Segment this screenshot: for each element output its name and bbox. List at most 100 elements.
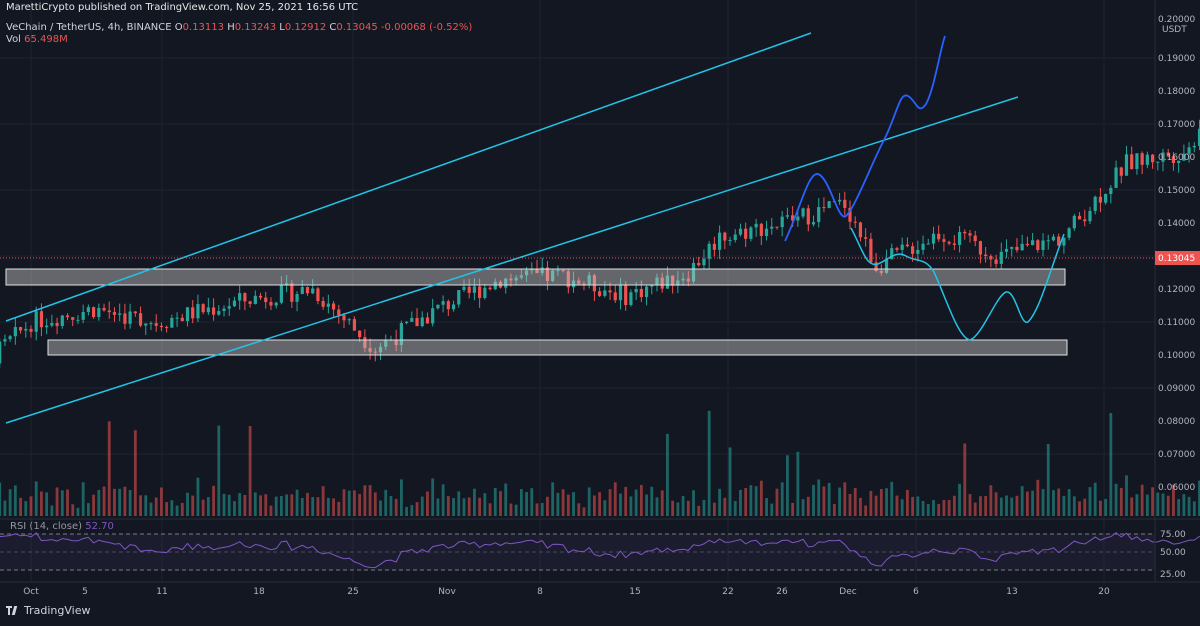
candle-body <box>592 275 596 292</box>
time-label: 26 <box>776 587 788 597</box>
tradingview-footer[interactable]: TradingView <box>6 604 90 617</box>
volume-bar <box>712 502 716 516</box>
volume-bar <box>832 504 836 516</box>
channel-upper-line[interactable] <box>5 32 812 322</box>
candle-body <box>123 313 127 324</box>
volume-bar <box>186 492 189 516</box>
volume-bar <box>921 500 925 516</box>
symbol-name[interactable]: VeChain / TetherUS, 4h, BINANCE <box>6 22 172 33</box>
volume-bar <box>827 482 831 516</box>
close-value: 0.13045 <box>336 22 378 33</box>
projection-bearish-path[interactable] <box>850 227 1065 341</box>
candle-body <box>191 307 195 319</box>
candle-body <box>650 285 654 287</box>
volume-bar <box>259 495 262 516</box>
volume-bar <box>233 501 236 516</box>
volume-bar <box>3 500 7 516</box>
candle-body <box>1004 248 1009 252</box>
support-zone-lower[interactable] <box>47 339 1068 356</box>
low-value: 0.12912 <box>284 22 327 33</box>
volume-bar <box>175 505 179 516</box>
candle-body <box>811 222 816 225</box>
candle-body <box>791 215 795 221</box>
volume-bar <box>540 502 544 516</box>
candle-body <box>916 249 920 254</box>
candle-body <box>1182 153 1186 161</box>
candle-body <box>358 330 362 338</box>
price-label: 0.11000 <box>1158 318 1195 328</box>
candle-body <box>175 317 179 319</box>
volume-bar <box>306 492 309 516</box>
price-label: 0.14000 <box>1158 219 1195 229</box>
volume-bar <box>71 504 75 516</box>
candle-body <box>744 228 748 239</box>
volume-bar <box>0 482 2 516</box>
candle-body <box>571 280 576 288</box>
candle-body <box>363 337 367 349</box>
volume-bar <box>113 488 116 516</box>
volume-bar <box>838 487 841 516</box>
candle-body <box>1171 156 1176 164</box>
time-label: 6 <box>913 587 919 597</box>
volume-bar <box>123 486 127 516</box>
candle-body <box>519 275 523 278</box>
volume-bar <box>321 486 325 516</box>
volume-bar <box>1067 489 1071 516</box>
candle-body <box>911 246 915 254</box>
rsi-legend[interactable]: RSI (14, close) 52.70 <box>10 521 114 532</box>
volume-bar <box>812 484 815 516</box>
candle-body <box>712 243 716 250</box>
rsi-pane <box>0 532 1200 571</box>
candle-body <box>603 290 607 296</box>
candle-body <box>582 283 586 285</box>
candle-body <box>624 284 628 306</box>
candle-body <box>295 294 299 302</box>
candle-body <box>1046 240 1050 242</box>
candle-body <box>1166 152 1170 157</box>
volume-bar <box>13 485 17 516</box>
volume-bar <box>1125 475 1128 516</box>
candle-body <box>154 323 158 326</box>
volume-bar <box>530 488 534 516</box>
candle-body <box>1072 215 1076 229</box>
volume-bar <box>264 494 268 516</box>
volume-bar <box>1172 484 1175 516</box>
candle-body <box>1015 246 1019 251</box>
volume-bar <box>238 493 242 516</box>
projection-bullish-path[interactable] <box>784 35 946 242</box>
candle-body <box>0 341 2 364</box>
candle-body <box>837 199 842 202</box>
candle-body <box>1020 243 1024 251</box>
volume-bar <box>379 500 382 516</box>
volume-bar <box>50 505 54 516</box>
candle-body <box>97 307 101 318</box>
price-axis[interactable]: 0.20000 USDT 0.19000 0.18000 0.17000 0.1… <box>1158 15 1195 493</box>
candle-body <box>1124 154 1129 176</box>
volume-bar <box>1015 495 1019 516</box>
price-label: 0.18000 <box>1158 87 1195 97</box>
candle-body <box>425 317 430 324</box>
volume-bar <box>253 492 257 516</box>
candle-body <box>738 228 743 235</box>
volume-bar <box>441 484 445 516</box>
volume-bar <box>165 502 169 516</box>
volume-bar <box>389 496 393 516</box>
candle-body <box>957 231 962 245</box>
volume-bar <box>1041 489 1045 516</box>
candle-body <box>467 286 471 293</box>
volume-bar <box>546 496 549 516</box>
candle-body <box>1010 246 1014 249</box>
vol-label[interactable]: Vol <box>6 34 21 45</box>
candle-body <box>201 304 205 313</box>
channel-lower-line[interactable] <box>5 96 1019 424</box>
volume-bar <box>300 497 304 516</box>
candle-body <box>102 307 106 311</box>
time-label: 8 <box>537 587 543 597</box>
volume-bar <box>739 489 742 516</box>
candle-body <box>827 201 831 208</box>
time-axis[interactable]: Oct 5 11 18 25 Nov 8 15 22 26 Dec 6 13 2… <box>23 587 1110 597</box>
volume-bar <box>1140 484 1144 516</box>
support-zone-upper[interactable] <box>5 268 1066 286</box>
